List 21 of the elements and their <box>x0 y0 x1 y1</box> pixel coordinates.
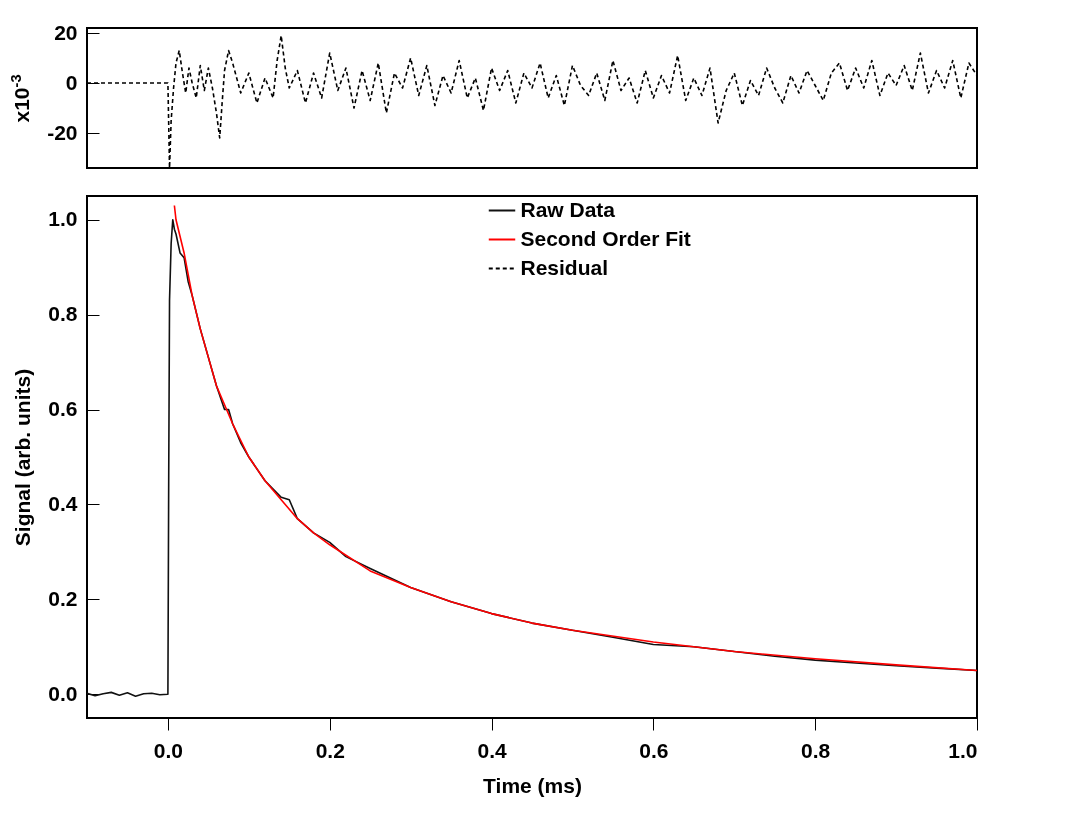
y-tick-label: 0.6 <box>48 397 78 421</box>
y-axis-title: Signal (arb. units) <box>11 368 35 547</box>
x-tick-label: 0.4 <box>477 738 507 762</box>
y-tick-label: 0.4 <box>48 491 78 515</box>
legend-label: Second Order Fit <box>520 226 691 250</box>
y-tick-label: 0.2 <box>48 586 78 610</box>
y-tick-label: 0.0 <box>48 681 78 705</box>
legend-label: Residual <box>520 255 609 279</box>
y-tick-label: 0.8 <box>48 302 78 326</box>
x-tick-label: 0.0 <box>153 738 184 762</box>
y-tick-label: -20 <box>47 120 78 144</box>
y-tick-label: 1.0 <box>48 207 78 231</box>
y-tick-label: 20 <box>54 20 78 44</box>
x-tick-label: 0.6 <box>639 738 669 762</box>
legend-label: Raw Data <box>520 197 616 221</box>
x-axis-title: Time (ms) <box>483 773 582 797</box>
line-series <box>173 204 977 672</box>
x-tick-label: 0.2 <box>315 738 345 762</box>
y-tick-label: 0 <box>65 70 78 94</box>
x-tick-label: 1.0 <box>948 738 978 762</box>
x-tick-label: 0.8 <box>801 738 831 762</box>
